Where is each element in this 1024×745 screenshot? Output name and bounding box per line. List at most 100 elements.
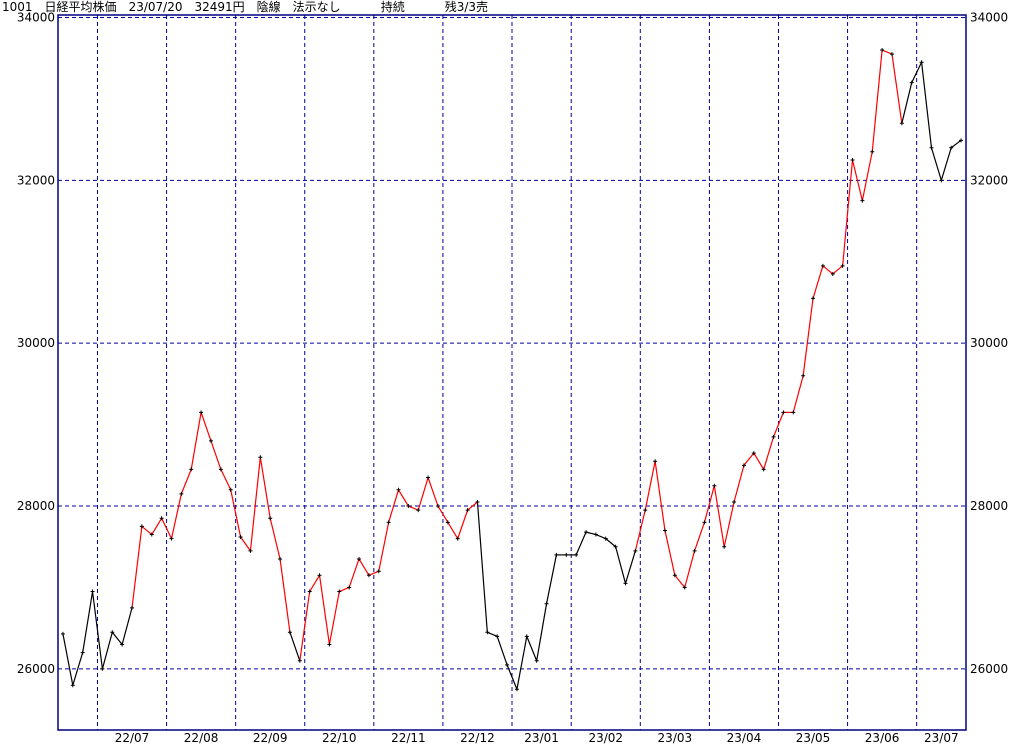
price-segment (891, 54, 903, 124)
data-point-marker (258, 455, 263, 460)
data-point-marker (465, 508, 470, 513)
price-segment (496, 636, 508, 666)
x-tick-label: 22/10 (322, 731, 357, 745)
data-point-marker (662, 528, 667, 533)
x-tick-label: 23/05 (796, 731, 831, 745)
price-segment (624, 550, 636, 584)
price-segment (940, 147, 952, 181)
price-segment (536, 603, 548, 661)
price-segment (664, 530, 676, 576)
data-point-marker (811, 296, 816, 301)
remaining-position: 残3/3売 (444, 0, 489, 14)
data-point-marker (268, 516, 273, 521)
price-segment (634, 509, 646, 551)
x-tick-label: 23/01 (524, 731, 559, 745)
data-point-marker (70, 683, 75, 688)
price-segment (170, 493, 182, 539)
price-segment (526, 636, 538, 662)
price-segment (388, 489, 400, 523)
data-point-marker (702, 520, 707, 525)
x-tick-label: 22/12 (460, 731, 495, 745)
data-point-marker (722, 544, 727, 549)
price-segment (408, 505, 419, 511)
data-point-marker (870, 149, 875, 154)
data-point-marker (741, 463, 746, 468)
data-point-marker (860, 198, 865, 203)
price-segment (812, 265, 824, 299)
data-point-marker (554, 552, 559, 557)
x-tick-label: 22/08 (184, 731, 219, 745)
price-segment (457, 509, 469, 539)
stock-name: 日経平均株価 (44, 0, 117, 14)
price-segment (161, 518, 173, 539)
line-type: 陰線 (256, 0, 281, 14)
data-point-marker (90, 589, 95, 594)
price-segment (111, 631, 123, 645)
data-point-marker (278, 556, 283, 561)
x-tick-label: 22/09 (253, 731, 288, 745)
data-point-marker (880, 48, 885, 53)
price-segment (437, 505, 449, 523)
data-point-marker (199, 410, 204, 415)
price-segment (871, 49, 883, 152)
price-segment (249, 457, 261, 551)
y-tick-label-left: 32000 (17, 173, 55, 187)
data-point-marker (534, 658, 539, 663)
price-segment (881, 49, 893, 55)
price-segment (180, 469, 192, 495)
price-segment (753, 452, 765, 470)
price-segment (792, 375, 804, 413)
price-segment (476, 501, 488, 633)
price-segment (131, 526, 143, 608)
data-point-marker (791, 410, 796, 415)
data-point-marker (485, 630, 490, 635)
data-point-marker (60, 631, 65, 636)
price-segment (674, 574, 686, 588)
data-point-marker (899, 121, 904, 126)
price-segment (467, 501, 478, 511)
data-point-marker (139, 524, 144, 529)
price-segment (575, 531, 587, 556)
data-point-marker (130, 605, 135, 610)
y-tick-label-left: 34000 (17, 10, 55, 24)
data-point-marker (396, 487, 401, 492)
price-segment (427, 477, 439, 507)
price-segment (743, 452, 755, 466)
y-tick-label-right: 30000 (970, 336, 1008, 350)
data-point-marker (751, 451, 756, 456)
data-point-marker (495, 634, 500, 639)
data-point-marker (761, 467, 766, 472)
price-segment (318, 575, 331, 645)
x-tick-label: 23/04 (727, 731, 762, 745)
data-point-marker (603, 536, 608, 541)
position-status: 持続 (380, 0, 405, 14)
data-point-marker (889, 52, 894, 57)
price-segment (101, 632, 113, 670)
data-point-marker (524, 634, 529, 639)
price-segment (368, 570, 379, 576)
price-segment (713, 485, 725, 547)
data-point-marker (475, 499, 480, 504)
data-point-marker (248, 548, 253, 553)
price-segment (723, 501, 735, 547)
data-point-marker (514, 687, 519, 692)
data-point-marker (830, 271, 835, 276)
data-point-marker (643, 508, 648, 513)
price-segment (200, 412, 212, 442)
data-point-marker (623, 581, 628, 586)
data-point-marker (781, 410, 786, 415)
data-point-marker (228, 487, 233, 492)
data-point-marker (159, 516, 164, 521)
price-segment (397, 489, 409, 507)
price-segment (309, 574, 321, 592)
data-point-marker (633, 548, 638, 553)
x-tick-label: 23/03 (658, 731, 693, 745)
data-point-marker (672, 573, 677, 578)
x-tick-label: 23/06 (865, 731, 900, 745)
data-point-marker (939, 178, 944, 183)
y-tick-label-left: 30000 (17, 336, 55, 350)
price-segment (151, 517, 163, 535)
price-segment (121, 607, 133, 645)
price-segment (417, 477, 429, 511)
y-tick-label-left: 26000 (17, 662, 55, 676)
